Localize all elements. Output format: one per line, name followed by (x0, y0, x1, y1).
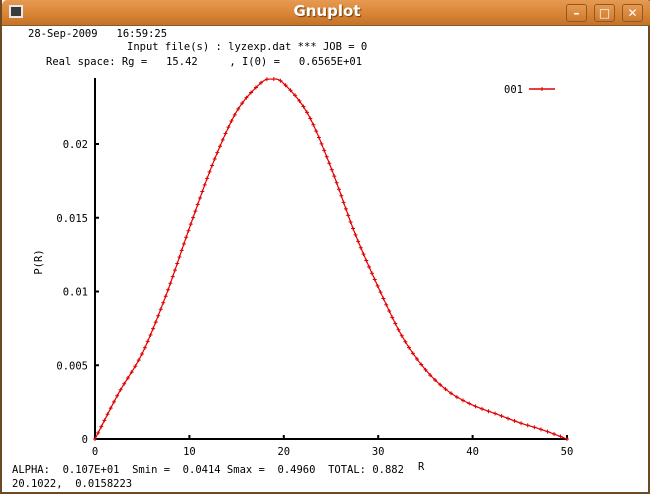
x-tick-label: 40 (466, 446, 479, 458)
y-tick-label: 0.02 (63, 139, 88, 151)
y-tick-label: 0.015 (56, 213, 88, 225)
x-tick-label: 0 (92, 446, 98, 458)
x-tick-label: 30 (372, 446, 385, 458)
fit-parameters-label: ALPHA: 0.107E+01 Smin = 0.0414 Smax = 0.… (12, 464, 404, 476)
maximize-button[interactable]: □ (594, 4, 615, 22)
tick-labels: 0 10 20 30 40 50 0 0.005 0.01 0.015 0.02 (56, 139, 573, 458)
y-tick-label: 0.005 (56, 360, 88, 372)
app-icon[interactable] (9, 5, 23, 18)
x-tick-label: 50 (561, 446, 574, 458)
x-tick-label: 20 (277, 446, 290, 458)
minimize-button[interactable]: – (566, 4, 587, 22)
x-tick-label: 10 (183, 446, 196, 458)
pr-curve (94, 78, 568, 440)
y-tick-label: 0.01 (63, 287, 88, 299)
close-button[interactable]: ✕ (622, 4, 643, 22)
window-title: Gnuplot (293, 2, 361, 20)
legend: 001 (504, 84, 555, 96)
title-bar[interactable]: Gnuplot – □ ✕ (2, 0, 650, 26)
y-axis-label: P(R) (33, 249, 45, 274)
input-file-label: Input file(s) : lyzexp.dat *** JOB = 0 (127, 41, 368, 53)
y-tick-label: 0 (82, 434, 88, 446)
data-series (93, 77, 569, 441)
axes (94, 78, 568, 440)
date-time-label: 28-Sep-2009 16:59:25 (28, 28, 168, 40)
legend-label: 001 (504, 84, 523, 96)
x-axis-label: R (418, 461, 425, 473)
real-space-label: Real space: Rg = 15.42 , I(0) = 0.6565E+… (46, 56, 363, 68)
cursor-coordinates: 20.1022, 0.0158223 (12, 478, 133, 490)
